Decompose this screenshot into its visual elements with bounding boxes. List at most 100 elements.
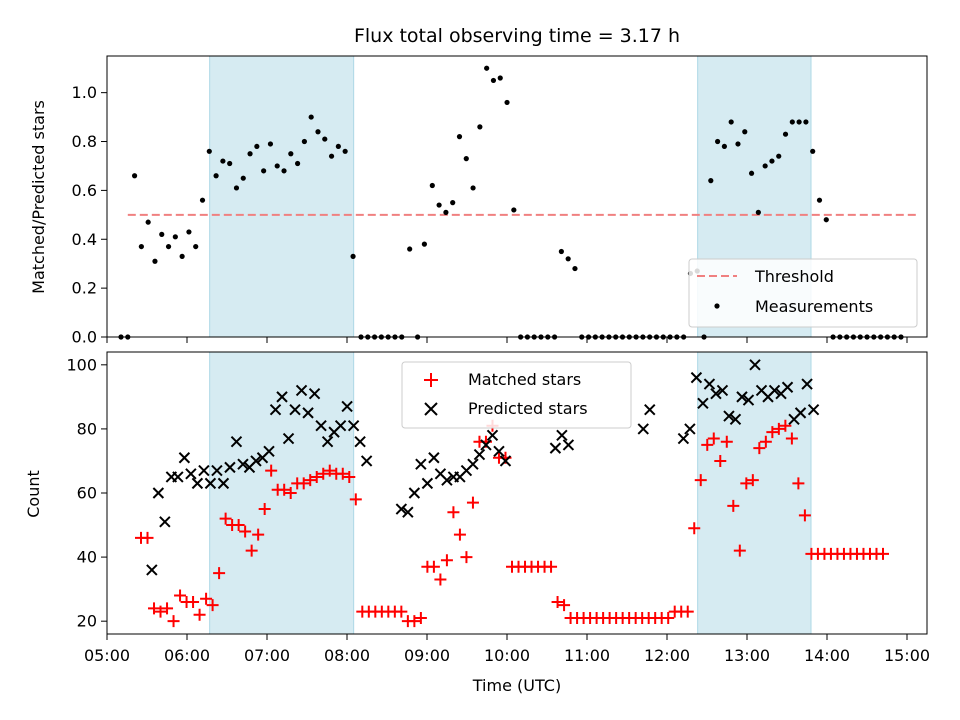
matched-star-marker	[545, 560, 558, 573]
measurement-point	[233, 185, 240, 191]
matched-star-marker	[200, 592, 213, 605]
legend-measurements-swatch	[714, 303, 720, 309]
predicted-star-marker	[237, 458, 249, 470]
measurement-point	[742, 129, 748, 135]
predicted-star-marker	[334, 419, 347, 432]
predicted-star-marker	[282, 432, 295, 445]
predicted-star-marker	[172, 471, 184, 483]
matched-star-marker	[317, 467, 330, 480]
matched-star-marker	[707, 432, 720, 445]
x-tick-label: 07:00	[244, 646, 290, 665]
x-axis-label: Time (UTC)	[472, 676, 561, 695]
predicted-star-marker	[341, 400, 353, 413]
matched-star-marker	[785, 432, 798, 445]
predicted-star-marker	[230, 436, 243, 448]
predicted-star-marker	[549, 442, 562, 454]
matched-star-marker	[323, 464, 336, 477]
y-tick-label: 40	[77, 548, 97, 567]
matched-star-marker	[681, 605, 694, 618]
predicted-star-marker	[198, 464, 210, 477]
matched-star-marker	[193, 608, 206, 621]
predicted-star-marker	[644, 403, 656, 416]
top-legend-box	[688, 258, 918, 328]
predicted-star-marker	[408, 487, 421, 499]
matched-star-marker	[434, 573, 447, 586]
measurement-point	[206, 148, 212, 154]
matched-star-marker	[252, 528, 265, 541]
predicted-star-marker	[152, 487, 165, 499]
matched-star-marker	[297, 477, 310, 490]
predicted-star-marker	[736, 391, 748, 403]
bottom-y-ticks: 20 40 60 80 100	[66, 355, 107, 631]
measurement-point	[308, 114, 314, 120]
measurement-point	[769, 158, 775, 164]
matched-star-marker	[414, 611, 427, 624]
matched-star-marker	[746, 474, 759, 487]
predicted-star-marker	[159, 516, 171, 528]
top-y-ticks: 0.0 0.2 0.4 0.6 0.8 1.0	[72, 83, 107, 347]
bottom-legend: Matched stars Predicted stars	[401, 361, 632, 429]
measurement-point	[342, 148, 348, 154]
x-tick-label: 05:00	[84, 646, 130, 665]
measurement-point	[335, 143, 341, 150]
measurement-point	[796, 119, 802, 125]
measurement-point	[776, 153, 782, 159]
bottom-panel: 20 40 60 80 100 05:00 06:00 07:00 08:00 09:00 10:…	[24, 351, 930, 695]
x-tick-label: 14:00	[804, 646, 850, 665]
y-tick-label: 0.4	[72, 230, 97, 249]
matched-star-marker	[219, 512, 232, 525]
predicted-star-marker	[415, 458, 427, 470]
matched-star-marker	[187, 595, 200, 608]
x-tick-label: 13:00	[724, 646, 770, 665]
predicted-star-marker	[480, 439, 492, 451]
predicted-star-marker	[794, 407, 807, 419]
predicted-stars-markers	[146, 359, 820, 576]
predicted-star-marker	[556, 429, 568, 442]
predicted-star-marker	[250, 455, 262, 467]
measurement-point	[565, 256, 571, 262]
measurement-point	[407, 246, 413, 252]
matched-star-marker	[349, 493, 362, 506]
measurement-point	[328, 153, 335, 159]
measurement-point	[810, 148, 816, 154]
measurement-point	[463, 156, 469, 162]
measurement-point	[755, 209, 761, 215]
matched-star-marker	[551, 595, 564, 608]
measurement-point	[421, 241, 427, 247]
predicted-star-marker	[321, 436, 334, 448]
matched-star-marker	[206, 599, 219, 612]
measurement-point	[708, 178, 714, 184]
predicted-star-marker	[347, 419, 360, 432]
measurement-point	[748, 170, 755, 176]
measurement-point	[558, 248, 564, 255]
matched-star-marker	[877, 547, 889, 560]
top-x-ticks	[106, 337, 908, 343]
predicted-star-marker	[716, 384, 729, 397]
bottom-y-axis-label: Count	[24, 470, 43, 518]
matched-star-marker	[265, 464, 278, 477]
measurement-point	[456, 134, 463, 140]
measurement-point	[227, 160, 233, 167]
predicted-star-marker	[217, 477, 230, 490]
measurement-point	[240, 175, 246, 181]
bottom-x-ticks: 05:00 06:00 07:00 08:00 09:00 10:00 11:00 12:00…	[84, 634, 930, 665]
predicted-star-marker	[768, 384, 781, 397]
shaded-interval-1	[209, 351, 355, 635]
y-tick-label: 100	[66, 355, 97, 374]
measurement-point	[159, 231, 165, 237]
measurement-point	[172, 234, 178, 240]
legend-matched-swatch	[424, 373, 438, 387]
predicted-star-marker	[749, 359, 761, 371]
y-tick-label: 20	[77, 612, 97, 631]
top-panel: 0.0 0.2 0.4 0.6 0.8 1.0 Matched/Predicted sta…	[29, 55, 928, 347]
matched-star-marker	[258, 503, 271, 516]
measurement-point	[152, 258, 158, 264]
predicted-star-marker	[486, 429, 499, 442]
predicted-star-marker	[308, 387, 321, 400]
predicted-star-marker	[224, 461, 236, 474]
matched-star-marker	[174, 589, 187, 602]
matched-star-marker	[336, 467, 349, 480]
predicted-star-marker	[191, 477, 204, 490]
matched-star-marker	[447, 506, 460, 519]
